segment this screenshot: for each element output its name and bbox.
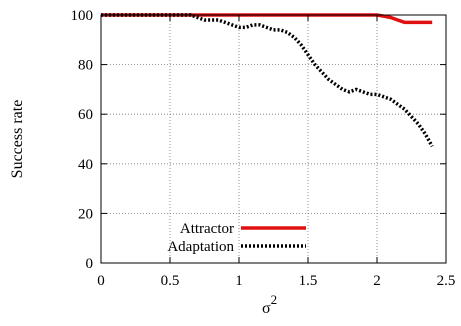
y-tick-label: 60 bbox=[78, 107, 93, 123]
legend-label-adaptation: Adaptation bbox=[167, 239, 234, 255]
y-tick-label: 40 bbox=[78, 157, 93, 173]
x-axis-label-base: σ bbox=[262, 300, 271, 317]
plot-frame bbox=[100, 14, 447, 264]
y-tick-label: 100 bbox=[71, 8, 94, 24]
series-lines bbox=[101, 13, 434, 148]
legend-label-attractor: Attractor bbox=[180, 221, 234, 237]
x-axis-label-superscript: 2 bbox=[271, 292, 278, 307]
grid-lines bbox=[101, 15, 446, 263]
x-tick-label: 1 bbox=[235, 273, 243, 289]
x-tick-label: 2 bbox=[373, 273, 381, 289]
y-tick-label: 80 bbox=[78, 58, 93, 74]
series-line-adaptation bbox=[101, 13, 434, 148]
y-tick-label: 0 bbox=[86, 256, 94, 272]
x-tick-label: 0.5 bbox=[161, 273, 180, 289]
x-tick-label: 0 bbox=[97, 273, 105, 289]
x-tick-label: 2.5 bbox=[437, 273, 456, 289]
y-tick-label: 20 bbox=[78, 206, 93, 222]
legend: Attractor Adaptation bbox=[167, 221, 306, 255]
y-axis-label: Success rate bbox=[9, 100, 26, 179]
x-tick-label: 1.5 bbox=[299, 273, 318, 289]
axis-ticks: 0 0.5 1 1.5 2 2.5 0 20 40 60 80 100 bbox=[71, 8, 456, 289]
x-axis-label: σ2 bbox=[262, 292, 277, 317]
